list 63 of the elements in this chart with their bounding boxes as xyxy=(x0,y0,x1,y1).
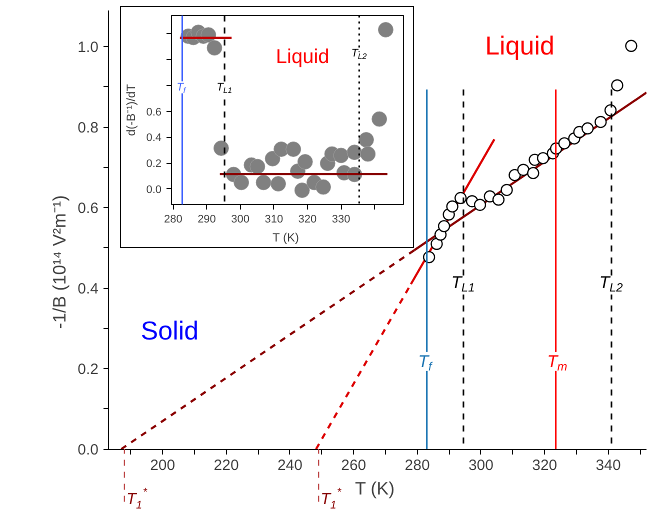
annotation: Liquid xyxy=(276,46,330,68)
point xyxy=(358,132,374,148)
point xyxy=(286,141,302,157)
x-axis-title: T (K) xyxy=(272,230,299,244)
x-tick-label: 240 xyxy=(277,457,302,474)
point xyxy=(316,179,332,195)
y-tick-label: 0.2 xyxy=(78,361,99,378)
x-tick-label: 290 xyxy=(198,214,216,226)
x-tick-label: 310 xyxy=(264,214,284,226)
point xyxy=(492,194,505,206)
x-tick-label: 200 xyxy=(150,457,176,474)
y-tick-label: 0.0 xyxy=(146,184,162,196)
x-tick-label: 280 xyxy=(164,214,182,226)
annotation: Solid xyxy=(140,316,199,346)
point xyxy=(270,176,286,192)
x-tick-label: 260 xyxy=(341,457,366,474)
point xyxy=(517,164,530,176)
y-tick-label: 0.6 xyxy=(146,106,162,118)
point xyxy=(594,116,607,128)
y-axis-title: d(-B⁻¹)/dT xyxy=(124,83,138,136)
point xyxy=(378,22,394,38)
point xyxy=(582,122,594,134)
y-tick-label: 0.8 xyxy=(78,120,99,137)
annotation: Liquid xyxy=(485,30,555,61)
y-tick-label: 0.0 xyxy=(78,442,99,459)
point xyxy=(250,158,266,174)
point xyxy=(430,238,443,250)
y-tick-label: 0.4 xyxy=(146,132,162,144)
y-tick-label: 0.4 xyxy=(78,280,99,298)
point xyxy=(372,111,388,127)
point xyxy=(206,40,222,56)
y-axis-title: -1/B (10¹⁴ V²m⁻¹) xyxy=(50,195,70,329)
point xyxy=(234,174,250,190)
point xyxy=(611,79,624,92)
x-axis-title: T (K) xyxy=(355,478,395,498)
y-tick-label: 1.0 xyxy=(78,39,99,56)
y-tick-label: 0.6 xyxy=(78,200,99,218)
point xyxy=(297,154,313,170)
x-tick-label: 300 xyxy=(231,214,250,226)
x-tick-label: 320 xyxy=(298,214,317,226)
point xyxy=(256,174,272,190)
point xyxy=(558,137,570,150)
point xyxy=(474,198,486,211)
point xyxy=(294,182,310,198)
x-tick-label: 340 xyxy=(596,457,621,474)
x-tick-label: 300 xyxy=(468,457,494,474)
point xyxy=(213,140,229,156)
point xyxy=(604,104,617,116)
x-tick-label: 320 xyxy=(532,457,558,474)
x-tick-label: 330 xyxy=(332,214,350,226)
point xyxy=(536,152,550,164)
point xyxy=(333,148,349,164)
y-tick-label: 0.2 xyxy=(146,158,162,170)
point xyxy=(446,200,458,213)
x-tick-label: 280 xyxy=(404,457,430,474)
point xyxy=(625,40,638,52)
point xyxy=(500,184,513,196)
x-tick-label: 220 xyxy=(214,457,239,474)
point xyxy=(438,220,450,232)
point xyxy=(360,146,376,162)
point xyxy=(346,144,362,160)
point xyxy=(264,150,280,166)
point xyxy=(527,166,540,180)
